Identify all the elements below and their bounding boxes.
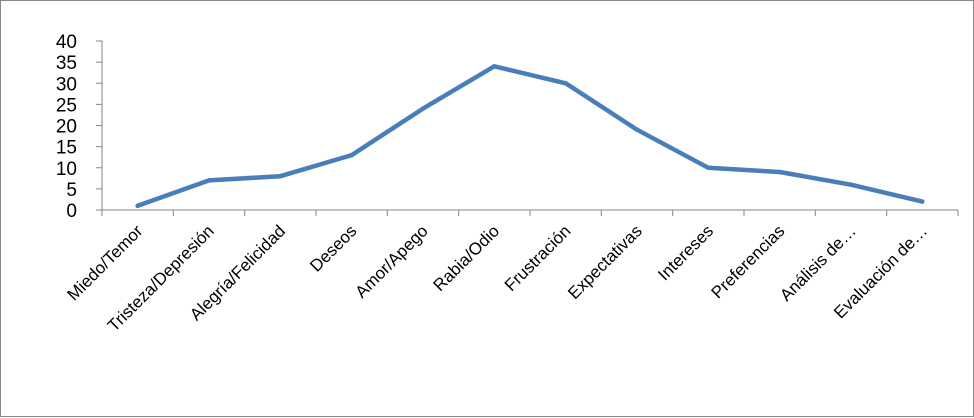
y-tick-label: 0 (66, 201, 77, 222)
data-point (634, 127, 640, 132)
x-tick-label: Amor/Apego (352, 221, 432, 301)
x-tick-label: Frustración (501, 221, 575, 295)
y-tick-label: 10 (56, 159, 77, 180)
x-tick-label: Expectativas (564, 221, 646, 303)
data-point (349, 152, 354, 158)
y-tick-label: 40 (56, 32, 77, 53)
data-point (420, 106, 426, 111)
y-tick-label: 35 (56, 53, 77, 74)
axes (101, 41, 958, 211)
y-tick-label: 5 (66, 180, 77, 201)
data-point (777, 169, 782, 175)
series-line (135, 64, 925, 209)
data-point (848, 182, 854, 187)
y-tick-label: 15 (56, 138, 77, 159)
x-axis-ticks: Miedo/TemorTristeza/DepresiónAlegría/Fel… (64, 210, 959, 335)
data-point (920, 199, 925, 204)
x-tick-label: Deseos (306, 221, 360, 275)
y-tick-label: 30 (56, 74, 77, 95)
y-tick-label: 20 (56, 117, 77, 138)
data-point (492, 64, 497, 69)
series (135, 64, 925, 209)
x-tick-label: Rabia/Odio (430, 221, 504, 295)
x-tick-label: Intereses (654, 221, 717, 284)
data-point (206, 178, 212, 183)
data-point (563, 81, 568, 86)
data-point (135, 203, 140, 208)
data-point (278, 174, 283, 179)
y-tick-label: 25 (56, 95, 77, 116)
data-point (706, 165, 711, 170)
